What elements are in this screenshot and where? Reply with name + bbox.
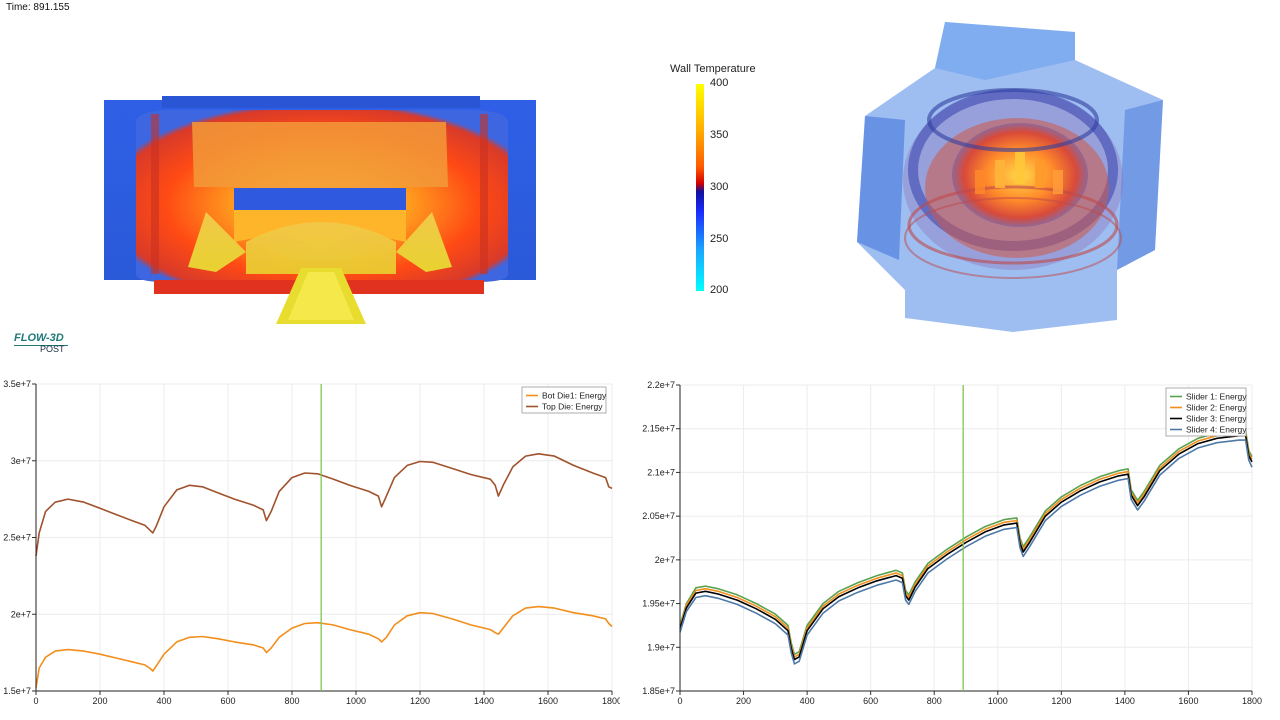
x-tick-label: 600	[863, 696, 878, 706]
x-tick-label: 600	[220, 696, 235, 706]
x-tick-label: 0	[33, 696, 38, 706]
colorbar-gradient	[696, 84, 704, 291]
series-line-slider-1-energy	[679, 429, 1253, 656]
colorbar-tick-250: 250	[710, 233, 729, 245]
legend-label: Top Die: Energy	[542, 402, 603, 412]
series-line-slider-4-energy	[679, 439, 1253, 665]
grid	[35, 383, 613, 692]
legend-label: Bot Die1: Energy	[542, 391, 607, 401]
series-layer	[679, 429, 1253, 665]
colorbar-tick-300: 300	[710, 181, 729, 193]
y-tick-label: 2.2e+7	[647, 380, 675, 390]
x-tick-label: 400	[800, 696, 815, 706]
y-tick-label: 2.15e+7	[642, 424, 675, 434]
series-layer	[35, 453, 613, 689]
x-tick-label: 1000	[988, 696, 1008, 706]
y-tick-label: 1.95e+7	[642, 599, 675, 609]
x-tick-label: 1800	[602, 696, 620, 706]
legend-label: Slider 1: Energy	[1186, 392, 1247, 402]
y-tick-label: 2.05e+7	[642, 511, 675, 521]
x-tick-label: 200	[736, 696, 751, 706]
y-tick-label: 2.5e+7	[3, 533, 31, 543]
y-tick-label: 2.1e+7	[647, 467, 675, 477]
flow3d-post-logo: FLOW-3D POST	[12, 332, 82, 356]
logo-divider	[14, 345, 68, 346]
axes: 0 200 400 600 800 1000 1200 1400 1600 1800 1.85e+7…	[642, 380, 1262, 706]
colorbar-tick-200: 200	[710, 284, 729, 296]
time-readout: Time: 891.155	[6, 2, 70, 13]
x-tick-label: 1600	[1178, 696, 1198, 706]
series-line-slider-2-energy	[679, 432, 1253, 658]
legend-label: Slider 3: Energy	[1186, 414, 1247, 424]
logo-line1: FLOW-3D	[14, 332, 64, 344]
energy-chart-sliders: 0 200 400 600 800 1000 1200 1400 1600 1800 1.85e+7…	[642, 380, 1262, 706]
y-tick-label: 1.85e+7	[642, 686, 675, 696]
x-tick-label: 1000	[346, 696, 366, 706]
x-tick-label: 0	[677, 696, 682, 706]
logo-line2: POST	[40, 344, 65, 354]
x-tick-label: 1200	[1051, 696, 1071, 706]
series-line-slider-3-energy	[679, 434, 1253, 661]
section-render-view[interactable]	[96, 92, 542, 332]
energy-chart-dies: 0 200 400 600 800 1000 1200 1400 1600 1800 1.5e+7 2…	[3, 380, 620, 706]
x-tick-label: 800	[927, 696, 942, 706]
x-tick-label: 1400	[1115, 696, 1135, 706]
colorbar-title: Wall Temperature	[670, 63, 756, 75]
x-tick-label: 200	[92, 696, 107, 706]
colorbar-tick-350: 350	[710, 129, 729, 141]
legend-label: Slider 4: Energy	[1186, 425, 1247, 435]
y-tick-label: 1.5e+7	[3, 686, 31, 696]
x-tick-label: 1800	[1242, 696, 1262, 706]
axes: 0 200 400 600 800 1000 1200 1400 1600 1800 1.5e+7 2…	[3, 380, 620, 706]
x-tick-label: 1400	[474, 696, 494, 706]
legend-label: Slider 2: Energy	[1186, 403, 1247, 413]
x-tick-label: 1200	[410, 696, 430, 706]
x-tick-label: 800	[284, 696, 299, 706]
iso-render-view[interactable]	[845, 20, 1165, 338]
y-tick-label: 3.5e+7	[3, 380, 31, 389]
series-line-bot-die1-energy	[35, 605, 613, 689]
x-tick-label: 400	[156, 696, 171, 706]
series-line-top-die-energy	[35, 453, 613, 557]
colorbar-tick-400: 400	[710, 77, 729, 89]
y-tick-label: 2e+7	[11, 609, 31, 619]
y-tick-label: 2e+7	[655, 555, 675, 565]
x-tick-label: 1600	[538, 696, 558, 706]
legend-box	[521, 386, 607, 414]
y-tick-label: 3e+7	[11, 456, 31, 466]
wall-temperature-colorbar: Wall Temperature 400 350 300 250 200	[664, 60, 774, 300]
y-tick-label: 1.9e+7	[647, 642, 675, 652]
